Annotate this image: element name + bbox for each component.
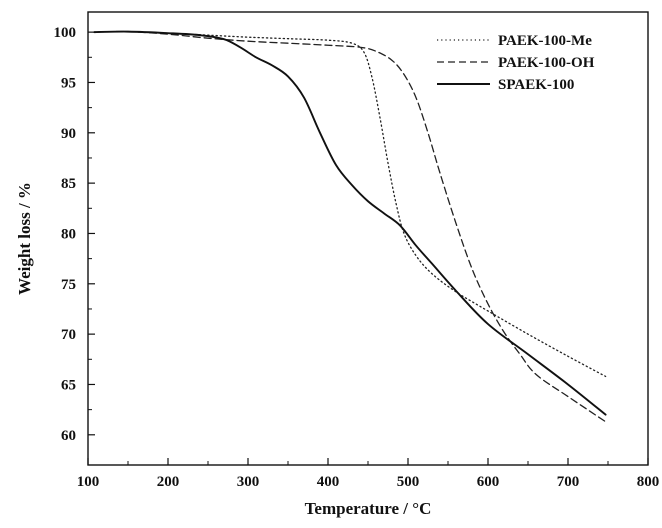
plot-frame: [87, 11, 649, 466]
x-tick-label: 500: [397, 474, 420, 490]
x-tick-label: 300: [237, 474, 260, 490]
y-tick-label: 90: [61, 126, 76, 142]
legend-label-paek-100-me: PAEK-100-Me: [498, 33, 592, 49]
y-tick-label: 85: [61, 176, 76, 192]
x-axis-title: Temperature / °C: [305, 499, 432, 518]
x-tick-label: 700: [557, 474, 580, 490]
x-tick-label: 400: [317, 474, 340, 490]
y-axis-title: Weight loss / %: [15, 182, 34, 295]
x-tick-label: 600: [477, 474, 500, 490]
x-tick-label: 800: [637, 474, 660, 490]
series-line-spaek-100: [93, 30, 607, 416]
y-tick-label: 60: [61, 428, 76, 444]
series-line-paek-100-me: [93, 30, 607, 378]
legend-label-spaek-100: SPAEK-100: [498, 77, 574, 93]
series-lines: [93, 30, 607, 423]
y-tick-label: 95: [61, 75, 76, 91]
y-tick-label: 100: [54, 25, 77, 41]
legend: PAEK-100-Me PAEK-100-OH SPAEK-100: [437, 33, 595, 93]
y-tick-label: 65: [61, 377, 76, 393]
legend-label-paek-100-oh: PAEK-100-OH: [498, 55, 595, 71]
y-tick-label: 70: [61, 327, 76, 343]
y-tick-label: 80: [61, 226, 76, 242]
axis-tick-labels: 100 200 300 400 500 600 700 800 60 65 70 75 80 85 90 95…: [54, 25, 660, 490]
x-tick-label: 200: [157, 474, 180, 490]
axis-ticks: [87, 31, 649, 465]
x-tick-label: 100: [77, 474, 100, 490]
y-tick-label: 75: [61, 277, 76, 293]
